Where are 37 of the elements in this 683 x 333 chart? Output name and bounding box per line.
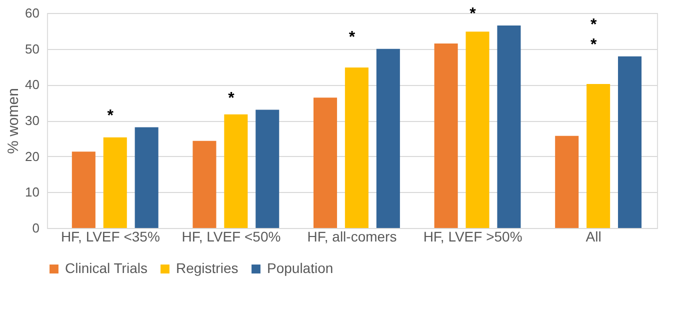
annotation: *: [228, 90, 236, 107]
legend-label: Registries: [176, 260, 238, 276]
bar: [586, 84, 610, 228]
x-tick-label: HF, LVEF <35%: [60, 228, 160, 244]
y-tick-label: 0: [32, 220, 40, 236]
y-axis-title: % women: [5, 88, 22, 154]
bar: [314, 98, 338, 228]
bar: [618, 56, 642, 228]
bar: [434, 43, 458, 228]
bar: [376, 48, 400, 228]
annotation: *: [590, 36, 598, 54]
annotation: *: [107, 107, 114, 124]
x-tick-label: HF, LVEF <50%: [182, 228, 281, 244]
bar: [555, 136, 579, 228]
y-tick-label: 10: [25, 184, 40, 200]
annotation: *: [470, 6, 477, 23]
bar: [497, 26, 521, 228]
x-tick-label: HF, all-comers: [307, 228, 397, 244]
x-tick-label: All: [586, 228, 602, 244]
y-tick-label: 40: [25, 77, 40, 92]
y-tick-label: 60: [25, 6, 40, 20]
legend-label: Clinical Trials: [65, 260, 148, 276]
annotation: *: [348, 28, 356, 46]
bar: [72, 152, 96, 228]
legend-label: Population: [267, 260, 334, 276]
bar: [256, 110, 280, 228]
bar: [134, 127, 158, 228]
bar: [344, 67, 368, 228]
y-tick-label: 50: [25, 41, 40, 56]
bar: [103, 137, 127, 228]
y-tick-label: 30: [25, 113, 40, 128]
annotation: *: [590, 16, 598, 34]
bar: [224, 114, 248, 228]
y-tick-label: 20: [25, 148, 40, 164]
bar: [466, 32, 490, 228]
bar: [192, 140, 216, 228]
x-tick-label: HF, LVEF >50%: [423, 228, 522, 244]
